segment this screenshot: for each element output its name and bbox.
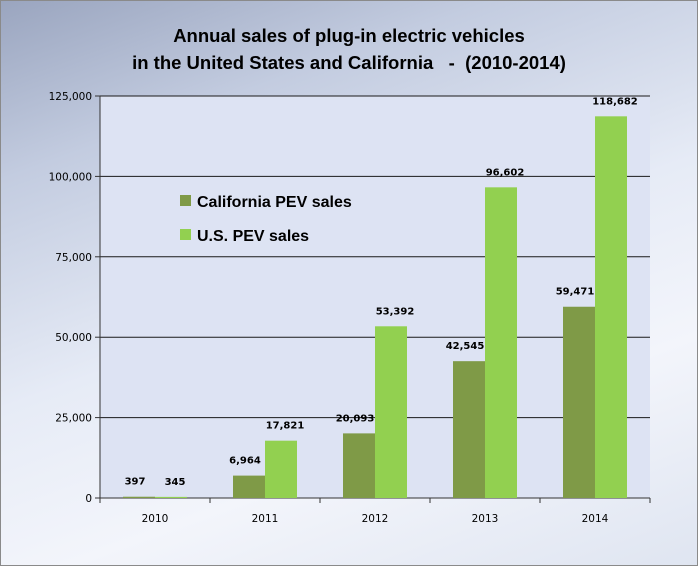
legend-swatch-california [180, 195, 191, 206]
y-tick-label: 125,000 [49, 91, 92, 103]
chart-title-line1: Annual sales of plug-in electric vehicle… [173, 25, 525, 46]
chart-title-line2: in the United States and California - (2… [132, 52, 566, 73]
bar-california-2014 [563, 306, 595, 498]
data-label-us-2011: 17,821 [266, 421, 305, 432]
data-label-us-2012: 53,392 [376, 306, 415, 317]
data-label-california-2012: 20,093 [336, 413, 375, 424]
data-label-us-2014: 118,682 [592, 96, 638, 107]
bar-us-2011 [265, 440, 297, 498]
x-tick-label: 2011 [252, 513, 279, 525]
bar-california-2011 [233, 475, 265, 498]
x-tick-label: 2012 [362, 513, 389, 525]
bar-california-2013 [453, 361, 485, 498]
x-tick-label: 2013 [472, 513, 499, 525]
bar-us-2010 [155, 496, 187, 498]
x-tick-label: 2014 [582, 513, 609, 525]
legend-label-california: California PEV sales [197, 194, 352, 211]
y-tick-label: 75,000 [55, 252, 92, 264]
data-label-california-2013: 42,545 [446, 341, 485, 352]
y-tick-label: 25,000 [55, 413, 92, 425]
bar-us-2014 [595, 116, 627, 498]
legend-swatch-us [180, 229, 191, 240]
data-label-us-2010: 345 [165, 477, 186, 488]
y-tick-label: 0 [85, 493, 92, 505]
bar-california-2010 [123, 496, 155, 498]
data-label-california-2011: 6,964 [229, 456, 261, 467]
data-label-california-2010: 397 [125, 477, 146, 488]
bar-us-2012 [375, 326, 407, 498]
bar-california-2012 [343, 433, 375, 498]
data-label-california-2014: 59,471 [556, 287, 595, 298]
y-tick-label: 100,000 [49, 171, 92, 183]
legend-label-us: U.S. PEV sales [197, 228, 309, 245]
data-label-us-2013: 96,602 [486, 167, 525, 178]
y-tick-label: 50,000 [55, 332, 92, 344]
chart-title: Annual sales of plug-in electric vehicle… [0, 22, 698, 76]
x-tick-label: 2010 [142, 513, 169, 525]
bar-us-2013 [485, 187, 517, 498]
